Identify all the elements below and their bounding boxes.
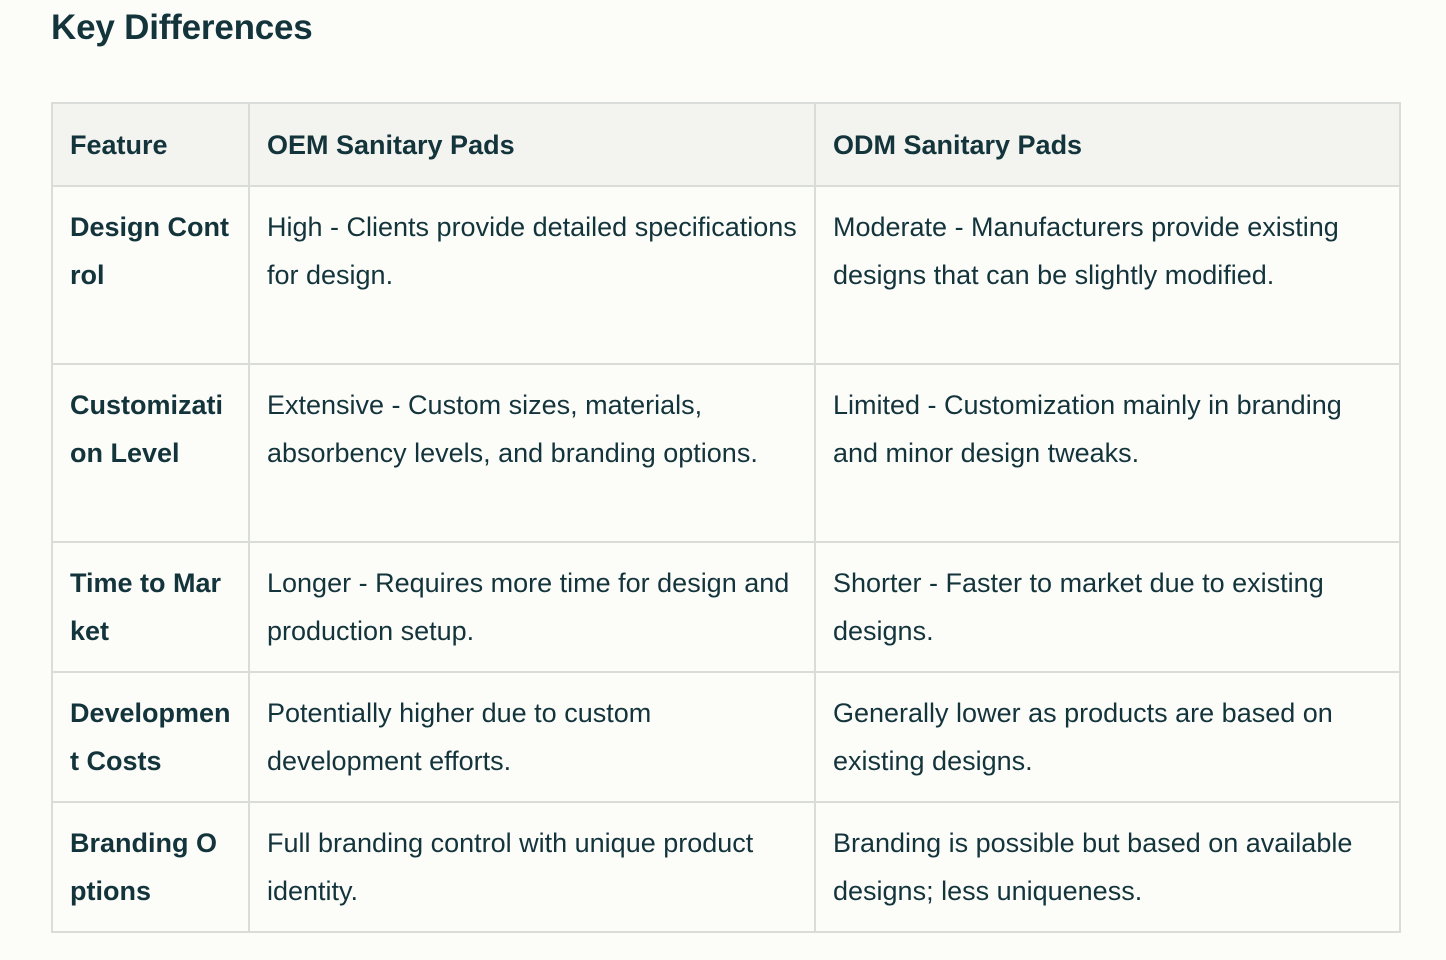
- feature-cell: Customization Level: [51, 363, 250, 543]
- feature-cell: Development Costs: [51, 671, 250, 803]
- oem-cell: Longer - Requires more time for design a…: [248, 541, 816, 673]
- table-body: Design Control High - Clients provide de…: [51, 185, 1401, 933]
- feature-cell: Time to Market: [51, 541, 250, 673]
- table-row: Customization Level Extensive - Custom s…: [51, 363, 1401, 543]
- odm-cell: Branding is possible but based on availa…: [814, 801, 1401, 933]
- table-row: Branding Options Full branding control w…: [51, 801, 1401, 933]
- odm-cell: Limited - Customization mainly in brandi…: [814, 363, 1401, 543]
- table-row: Development Costs Potentially higher due…: [51, 671, 1401, 803]
- column-header-feature: Feature: [51, 102, 250, 187]
- odm-cell: Shorter - Faster to market due to existi…: [814, 541, 1401, 673]
- column-header-oem: OEM Sanitary Pads: [248, 102, 816, 187]
- odm-cell: Generally lower as products are based on…: [814, 671, 1401, 803]
- oem-cell: Full branding control with unique produc…: [248, 801, 816, 933]
- oem-cell: Potentially higher due to custom develop…: [248, 671, 816, 803]
- oem-cell: Extensive - Custom sizes, materials, abs…: [248, 363, 816, 543]
- feature-cell: Branding Options: [51, 801, 250, 933]
- table-header: Feature OEM Sanitary Pads ODM Sanitary P…: [51, 102, 1401, 187]
- table-header-row: Feature OEM Sanitary Pads ODM Sanitary P…: [51, 102, 1401, 187]
- page-title: Key Differences: [51, 8, 313, 47]
- comparison-table: Feature OEM Sanitary Pads ODM Sanitary P…: [51, 102, 1401, 933]
- table-row: Design Control High - Clients provide de…: [51, 185, 1401, 365]
- odm-cell: Moderate - Manufacturers provide existin…: [814, 185, 1401, 365]
- column-header-odm: ODM Sanitary Pads: [814, 102, 1401, 187]
- feature-cell: Design Control: [51, 185, 250, 365]
- table-row: Time to Market Longer - Requires more ti…: [51, 541, 1401, 673]
- oem-cell: High - Clients provide detailed specific…: [248, 185, 816, 365]
